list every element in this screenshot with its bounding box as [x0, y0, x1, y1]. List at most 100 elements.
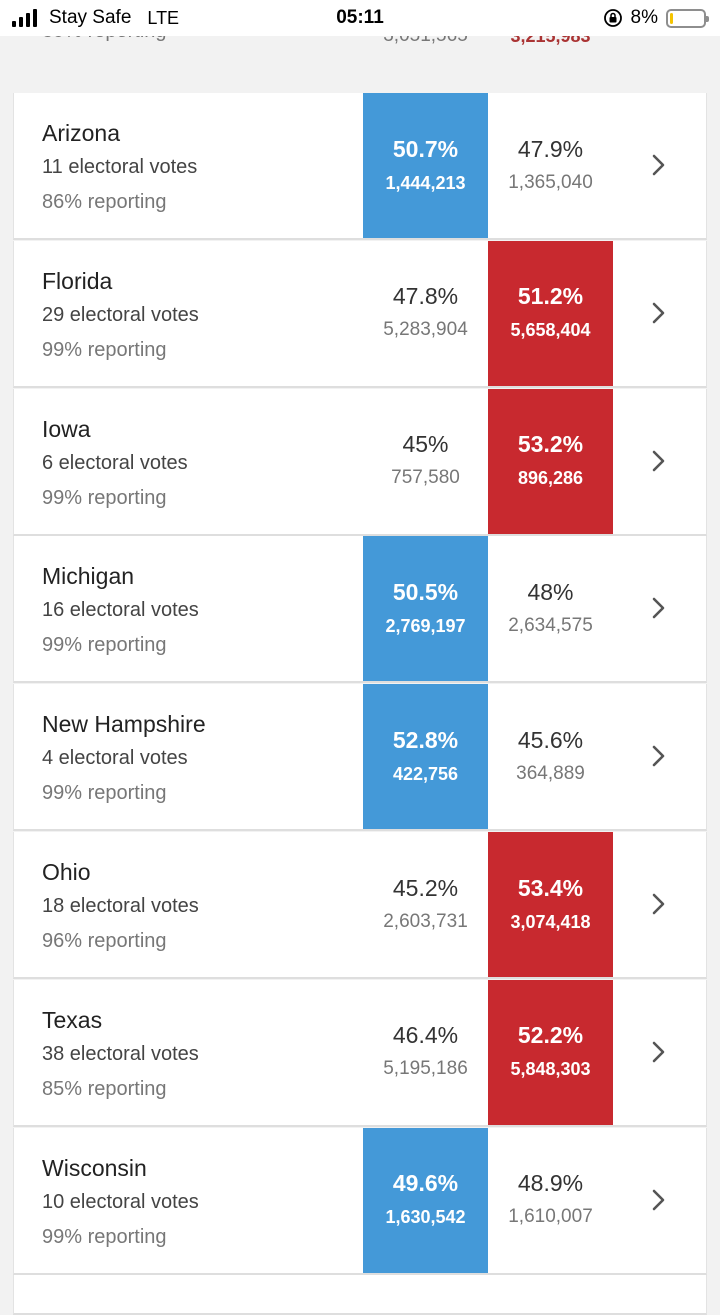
- state-info: Michigan 16 electoral votes 99% reporting: [42, 562, 199, 661]
- rep-percent: 53.2%: [517, 431, 584, 458]
- state-reporting: 99% reporting: [42, 338, 167, 361]
- state-electoral-votes: 29 electoral votes: [42, 303, 199, 326]
- rep-result-cell: 53.4% 3,074,418: [488, 832, 613, 977]
- state-row[interactable]: Iowa 6 electoral votes 99% reporting 45% 757…: [13, 388, 707, 536]
- state-electoral-votes: 38 electoral votes: [42, 1042, 199, 1065]
- dem-result-cell: 50.5% 2,769,197: [363, 536, 488, 682]
- state-row[interactable]: Florida 29 electoral votes 99% reporting 47…: [13, 240, 707, 388]
- dem-votes: 422,756: [392, 763, 459, 784]
- dem-votes: 2,769,197: [385, 615, 466, 636]
- dem-percent: 45.2%: [392, 874, 459, 901]
- rep-percent: 52.2%: [517, 1022, 584, 1049]
- dem-result-cell: 52.8% 422,756: [363, 684, 488, 830]
- state-name: Florida: [42, 267, 113, 294]
- rep-votes: 1,610,007: [508, 1206, 593, 1228]
- state-info: Florida 29 electoral votes 99% reporting: [42, 267, 199, 366]
- state-reporting: 99% reporting: [42, 486, 167, 509]
- dem-result-cell: 46.4% 5,195,186: [363, 980, 488, 1125]
- state-info: Ohio 18 electoral votes 96% reporting: [42, 858, 199, 957]
- status-bar: Stay Safe LTE 05:11 8%: [0, 0, 720, 36]
- chevron-right-icon[interactable]: [648, 742, 670, 770]
- battery-level: [670, 12, 673, 24]
- dem-percent: 52.8%: [392, 726, 459, 753]
- dem-percent: 45%: [402, 431, 449, 458]
- dem-result-cell: 45.2% 2,603,731: [363, 832, 488, 977]
- rep-percent: 48%: [527, 578, 574, 605]
- state-reporting: 86% reporting: [42, 191, 167, 213]
- chevron-right-icon[interactable]: [648, 447, 670, 475]
- rep-percent: 48.9%: [517, 1170, 584, 1197]
- rep-percent: 51.2%: [517, 283, 584, 310]
- rep-votes: 2,634,575: [508, 614, 593, 636]
- rep-votes: 5,848,303: [510, 1059, 591, 1080]
- state-name: Ohio: [42, 859, 91, 885]
- rep-result-cell: 47.9% 1,365,040: [488, 93, 613, 238]
- state-name: Arizona: [42, 120, 120, 146]
- state-name: New Hampshire: [42, 711, 206, 738]
- state-info: New Hampshire 4 electoral votes 99% report…: [42, 710, 206, 809]
- carrier-name: Stay Safe: [49, 7, 132, 28]
- rep-votes: 1,365,040: [508, 171, 593, 193]
- rep-percent: 45.6%: [517, 726, 584, 753]
- rep-result-cell: 53.2% 896,286: [488, 388, 613, 534]
- state-info: Wisconsin 10 electoral votes 99% reporting: [42, 1154, 199, 1253]
- state-row-next[interactable]: [13, 1275, 707, 1315]
- state-reporting: 85% reporting: [42, 1077, 167, 1100]
- state-name: Wisconsin: [42, 1154, 147, 1181]
- rep-result-cell: 48% 2,634,575: [488, 536, 613, 681]
- state-electoral-votes: 6 electoral votes: [42, 451, 188, 474]
- dem-votes: 757,580: [391, 467, 460, 489]
- rep-percent: 53.4%: [517, 874, 584, 901]
- state-name: Texas: [42, 1006, 103, 1033]
- state-reporting: 99% reporting: [42, 1225, 167, 1248]
- state-row[interactable]: Ohio 18 electoral votes 96% reporting 45.2%…: [13, 832, 707, 979]
- dem-percent: 50.5%: [392, 578, 459, 605]
- dem-result-cell: 45% 757,580: [363, 389, 488, 534]
- dem-percent: 49.6%: [392, 1170, 459, 1197]
- state-electoral-votes: 10 electoral votes: [42, 1190, 199, 1213]
- state-name: Iowa: [42, 415, 91, 442]
- chevron-right-icon[interactable]: [648, 1186, 670, 1214]
- chevron-right-icon[interactable]: [648, 1038, 670, 1066]
- chevron-right-icon[interactable]: [648, 299, 670, 327]
- network-type: LTE: [147, 7, 180, 28]
- rep-result-cell: 45.6% 364,889: [488, 684, 613, 829]
- dem-votes: 1,630,542: [385, 1207, 466, 1228]
- state-reporting: 96% reporting: [42, 930, 167, 952]
- rep-votes: 3,074,418: [510, 911, 591, 932]
- rep-votes: 896,286: [517, 468, 584, 489]
- chevron-right-icon[interactable]: [648, 594, 670, 622]
- dem-result-cell: 50.7% 1,444,213: [363, 93, 488, 238]
- state-electoral-votes: 11 electoral votes: [42, 156, 198, 178]
- chevron-right-icon[interactable]: [648, 890, 670, 918]
- state-name: Michigan: [42, 563, 135, 590]
- state-row[interactable]: Michigan 16 electoral votes 99% reporting 5…: [13, 536, 707, 684]
- rep-votes: 5,658,404: [510, 320, 591, 341]
- state-info: Arizona 11 electoral votes 86% reporting: [42, 119, 197, 218]
- rep-votes: 364,889: [516, 762, 585, 784]
- rep-result-cell: 48.9% 1,610,007: [488, 1128, 613, 1273]
- dem-votes: 5,283,904: [383, 319, 468, 341]
- dem-votes: 2,603,731: [383, 910, 468, 932]
- state-row[interactable]: Wisconsin 10 electoral votes 99% reporting…: [13, 1127, 707, 1275]
- state-reporting: 99% reporting: [42, 634, 167, 657]
- rep-percent: 47.9%: [517, 135, 584, 162]
- state-electoral-votes: 16 electoral votes: [42, 599, 199, 622]
- dem-result-cell: 47.8% 5,283,904: [363, 241, 488, 386]
- state-info: Texas 38 electoral votes 85% reporting: [42, 1006, 199, 1105]
- state-electoral-votes: 4 electoral votes: [42, 747, 188, 770]
- dem-percent: 46.4%: [392, 1022, 459, 1049]
- rep-result-cell: 52.2% 5,848,303: [488, 979, 613, 1125]
- state-row[interactable]: Texas 38 electoral votes 85% reporting 46.4…: [13, 979, 707, 1127]
- battery-percent: 8%: [630, 7, 658, 28]
- chevron-right-icon[interactable]: [648, 151, 670, 179]
- state-row[interactable]: Arizona 11 electoral votes 86% reporting 50…: [13, 93, 707, 240]
- state-reporting: 99% reporting: [42, 782, 167, 805]
- state-row[interactable]: New Hampshire 4 electoral votes 99% report…: [13, 684, 707, 832]
- dem-votes: 1,444,213: [385, 172, 466, 193]
- dem-votes: 5,195,186: [383, 1058, 468, 1080]
- dem-percent: 50.7%: [392, 135, 459, 162]
- battery-icon: [666, 8, 709, 28]
- signal-icon: [12, 9, 37, 27]
- dem-percent: 47.8%: [392, 283, 459, 310]
